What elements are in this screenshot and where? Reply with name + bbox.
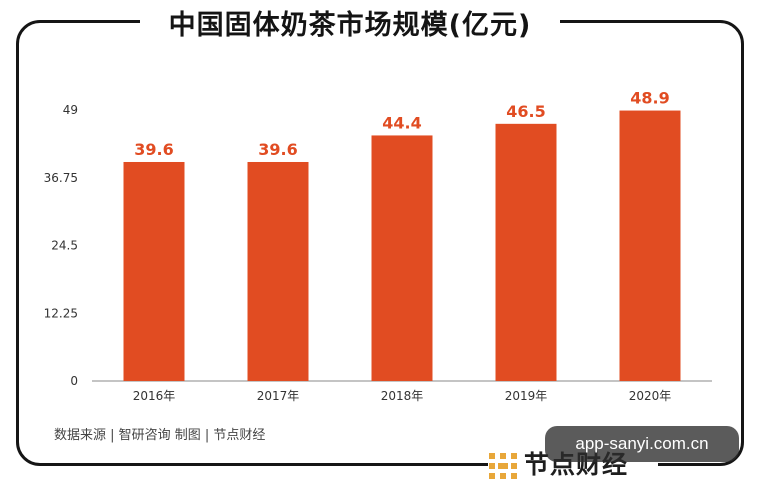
x-tick-label: 2017年 <box>257 389 300 403</box>
bar-value-label: 48.9 <box>630 89 669 108</box>
bar <box>619 110 681 381</box>
x-tick-label: 2020年 <box>629 389 672 403</box>
bar-value-label: 39.6 <box>134 140 173 159</box>
y-tick-label: 36.75 <box>44 171 78 185</box>
bar-value-label: 39.6 <box>258 140 297 159</box>
brand-mark-dot <box>511 473 517 479</box>
y-tick-label: 0 <box>70 374 78 388</box>
y-tick-label: 49 <box>63 103 78 117</box>
brand-mark-dot <box>500 453 506 459</box>
brand-mark-icon <box>489 453 517 479</box>
bar-value-label: 44.4 <box>382 113 421 132</box>
chart-title: 中国固体奶茶市场规模(亿元) <box>140 6 560 46</box>
brand-mark-dot <box>489 453 495 459</box>
brand-mark-dot <box>500 473 506 479</box>
y-tick-label: 12.25 <box>44 306 78 320</box>
brand-mark-dot <box>489 473 495 479</box>
x-tick-label: 2018年 <box>381 389 424 403</box>
watermark-badge: app-sanyi.com.cn <box>545 426 739 462</box>
y-tick-label: 24.5 <box>51 239 78 253</box>
data-source-note: 数据来源 | 智研咨询 制图 | 节点财经 <box>54 428 266 443</box>
bar <box>247 161 309 381</box>
brand-mark-dot <box>511 453 517 459</box>
bar <box>495 123 557 381</box>
bar-value-label: 46.5 <box>506 102 545 121</box>
brand-mark-dot <box>489 463 495 469</box>
brand-mark-center <box>498 463 508 469</box>
brand-mark-dot <box>511 463 517 469</box>
bar <box>123 161 185 381</box>
bar <box>371 135 433 381</box>
x-tick-label: 2019年 <box>505 389 548 403</box>
x-tick-label: 2016年 <box>133 389 176 403</box>
